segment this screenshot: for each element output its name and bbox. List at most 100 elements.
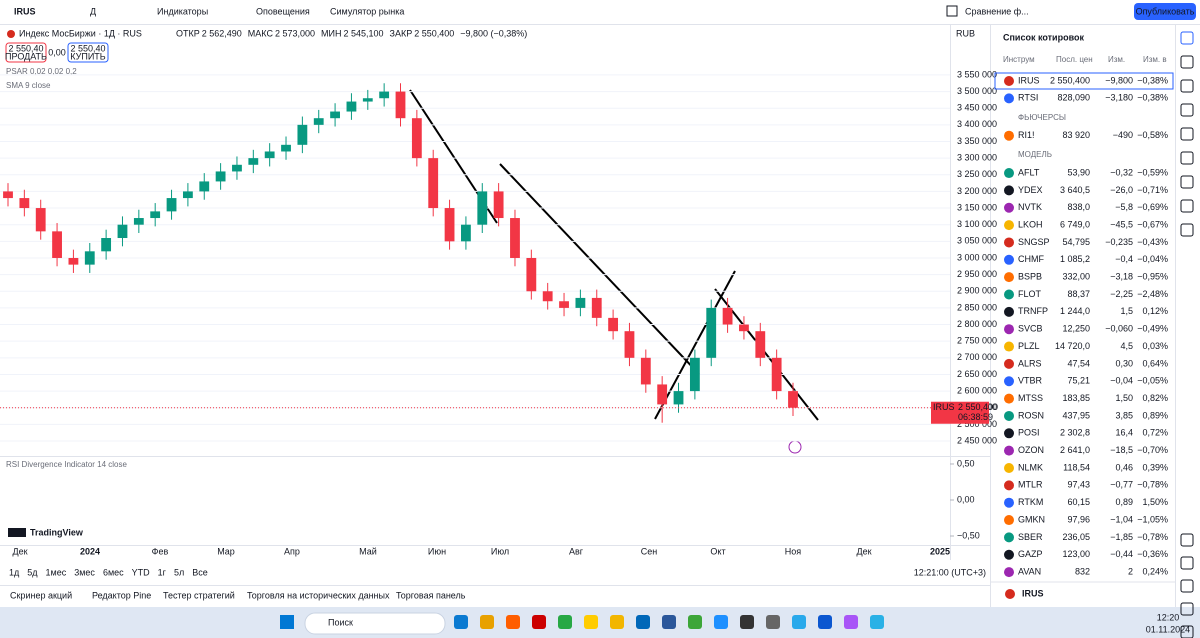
- watch-symbol[interactable]: SNGSP: [1018, 237, 1050, 247]
- taskbar-app[interactable]: [818, 615, 832, 629]
- watch-symbol[interactable]: LKOH: [1018, 219, 1043, 229]
- candle-body: [133, 218, 144, 225]
- taskbar-app[interactable]: [636, 615, 650, 629]
- taskbar-app[interactable]: [662, 615, 676, 629]
- section-title: МОДЕЛЬ: [1018, 150, 1052, 159]
- start-button[interactable]: [280, 615, 294, 629]
- watch-symbol[interactable]: AFLT: [1018, 167, 1040, 177]
- watch-symbol[interactable]: TRNFP: [1018, 306, 1048, 316]
- side-icon[interactable]: [1180, 31, 1194, 45]
- taskbar-app[interactable]: [714, 615, 728, 629]
- side-icon[interactable]: [1180, 625, 1194, 638]
- alerts-button[interactable]: Оповещения: [256, 6, 310, 16]
- ohlc-value: 2 545,100: [343, 28, 383, 38]
- range-button[interactable]: 5л: [174, 567, 184, 577]
- side-icon[interactable]: [1180, 533, 1194, 547]
- watch-symbol[interactable]: MTLR: [1018, 480, 1043, 490]
- side-icon[interactable]: [1180, 127, 1194, 141]
- candle-body: [330, 111, 340, 119]
- watch-symbol[interactable]: NVTK: [1018, 202, 1042, 212]
- taskbar-app[interactable]: [870, 615, 884, 629]
- search-box[interactable]: [304, 612, 446, 635]
- taskbar-app[interactable]: [688, 615, 702, 629]
- watch-symbol[interactable]: SVCB: [1018, 324, 1043, 334]
- range-button[interactable]: 6мес: [103, 567, 124, 577]
- watch-last: 54,795: [1062, 237, 1090, 247]
- watch-symbol[interactable]: VTBR: [1018, 376, 1043, 386]
- range-button[interactable]: 1мес: [46, 567, 67, 577]
- watch-symbol[interactable]: BSPB: [1018, 272, 1042, 282]
- bottom-tab[interactable]: Скринер акций: [10, 590, 72, 600]
- watch-change: −45,5: [1110, 219, 1133, 229]
- range-button[interactable]: YTD: [132, 567, 151, 577]
- side-icon[interactable]: [1180, 602, 1194, 616]
- publish-button[interactable]: [1134, 3, 1196, 20]
- taskbar-app[interactable]: [532, 615, 546, 629]
- watch-change: −0,32: [1110, 167, 1133, 177]
- watch-symbol[interactable]: ALRS: [1018, 358, 1042, 368]
- watch-symbol[interactable]: AVAN: [1018, 566, 1041, 576]
- taskbar-app[interactable]: [558, 615, 572, 629]
- buy-button[interactable]: [67, 42, 109, 63]
- watch-change: −1,85: [1110, 532, 1133, 542]
- side-icon[interactable]: [1180, 151, 1194, 165]
- side-icon[interactable]: [1180, 556, 1194, 570]
- watch-symbol[interactable]: RI1!: [1018, 130, 1035, 140]
- taskbar-app[interactable]: [844, 615, 858, 629]
- watch-symbol[interactable]: NLMK: [1018, 462, 1043, 472]
- bottom-tab[interactable]: Редактор Pine: [92, 590, 151, 600]
- side-icon[interactable]: [1180, 175, 1194, 189]
- rsi-tick-label: −0,50: [957, 530, 980, 540]
- range-button[interactable]: Все: [192, 567, 208, 577]
- taskbar-app[interactable]: [584, 615, 598, 629]
- sell-label: ПРОДАТЬ: [5, 51, 47, 61]
- range-button[interactable]: 1г: [158, 567, 167, 577]
- watch-symbol[interactable]: PLZL: [1018, 341, 1040, 351]
- side-icon[interactable]: [1180, 199, 1194, 213]
- watch-symbol[interactable]: GAZP: [1018, 549, 1043, 559]
- search-label[interactable]: Поиск: [328, 617, 353, 627]
- taskbar-app[interactable]: [480, 615, 494, 629]
- indicators-button[interactable]: Индикаторы: [157, 6, 208, 16]
- symbol-icon: [1004, 341, 1014, 352]
- watch-symbol[interactable]: YDEX: [1018, 185, 1043, 195]
- side-icon[interactable]: [1180, 79, 1194, 93]
- side-icon[interactable]: [1180, 579, 1194, 593]
- watch-symbol[interactable]: MTSS: [1018, 393, 1043, 403]
- watch-change-pct: −2,48%: [1137, 289, 1168, 299]
- watch-symbol[interactable]: CHMF: [1018, 254, 1044, 264]
- watch-symbol[interactable]: FLOT: [1018, 289, 1042, 299]
- footer-symbol: IRUS: [1022, 588, 1044, 598]
- taskbar-app[interactable]: [766, 615, 780, 629]
- watch-symbol[interactable]: SBER: [1018, 532, 1043, 542]
- replay-button[interactable]: Симулятор рынка: [330, 6, 404, 16]
- range-button[interactable]: 3мес: [74, 567, 95, 577]
- side-icon[interactable]: [1180, 223, 1194, 237]
- taskbar-app[interactable]: [506, 615, 520, 629]
- watch-symbol[interactable]: RTSI: [1018, 93, 1038, 103]
- compare-checkbox[interactable]: [946, 5, 958, 17]
- watch-symbol[interactable]: OZON: [1018, 445, 1044, 455]
- range-button[interactable]: 1д: [9, 567, 20, 577]
- side-icon[interactable]: [1180, 55, 1194, 69]
- range-button[interactable]: 5д: [27, 567, 38, 577]
- taskbar-app[interactable]: [792, 615, 806, 629]
- taskbar-app[interactable]: [740, 615, 754, 629]
- watch-change-pct: −0,78%: [1137, 532, 1168, 542]
- candle-body: [739, 324, 749, 332]
- watch-symbol[interactable]: ROSN: [1018, 410, 1044, 420]
- sell-button[interactable]: [5, 42, 47, 63]
- watch-symbol[interactable]: RTKM: [1018, 497, 1043, 507]
- bottom-tab[interactable]: Торговля на исторических данных: [247, 590, 390, 600]
- compare-button[interactable]: Сравнение ф...: [965, 6, 1029, 16]
- interval-button[interactable]: Д: [90, 6, 96, 16]
- watch-symbol[interactable]: IRUS: [1018, 75, 1040, 85]
- bottom-tab[interactable]: Торговая панель: [396, 590, 466, 600]
- taskbar-app[interactable]: [610, 615, 624, 629]
- watch-symbol[interactable]: GMKN: [1018, 514, 1045, 524]
- side-icon[interactable]: [1180, 103, 1194, 117]
- bottom-tab[interactable]: Тестер стратегий: [163, 590, 235, 600]
- taskbar-app[interactable]: [454, 615, 468, 629]
- watch-last: 60,15: [1067, 497, 1090, 507]
- watch-symbol[interactable]: POSI: [1018, 428, 1040, 438]
